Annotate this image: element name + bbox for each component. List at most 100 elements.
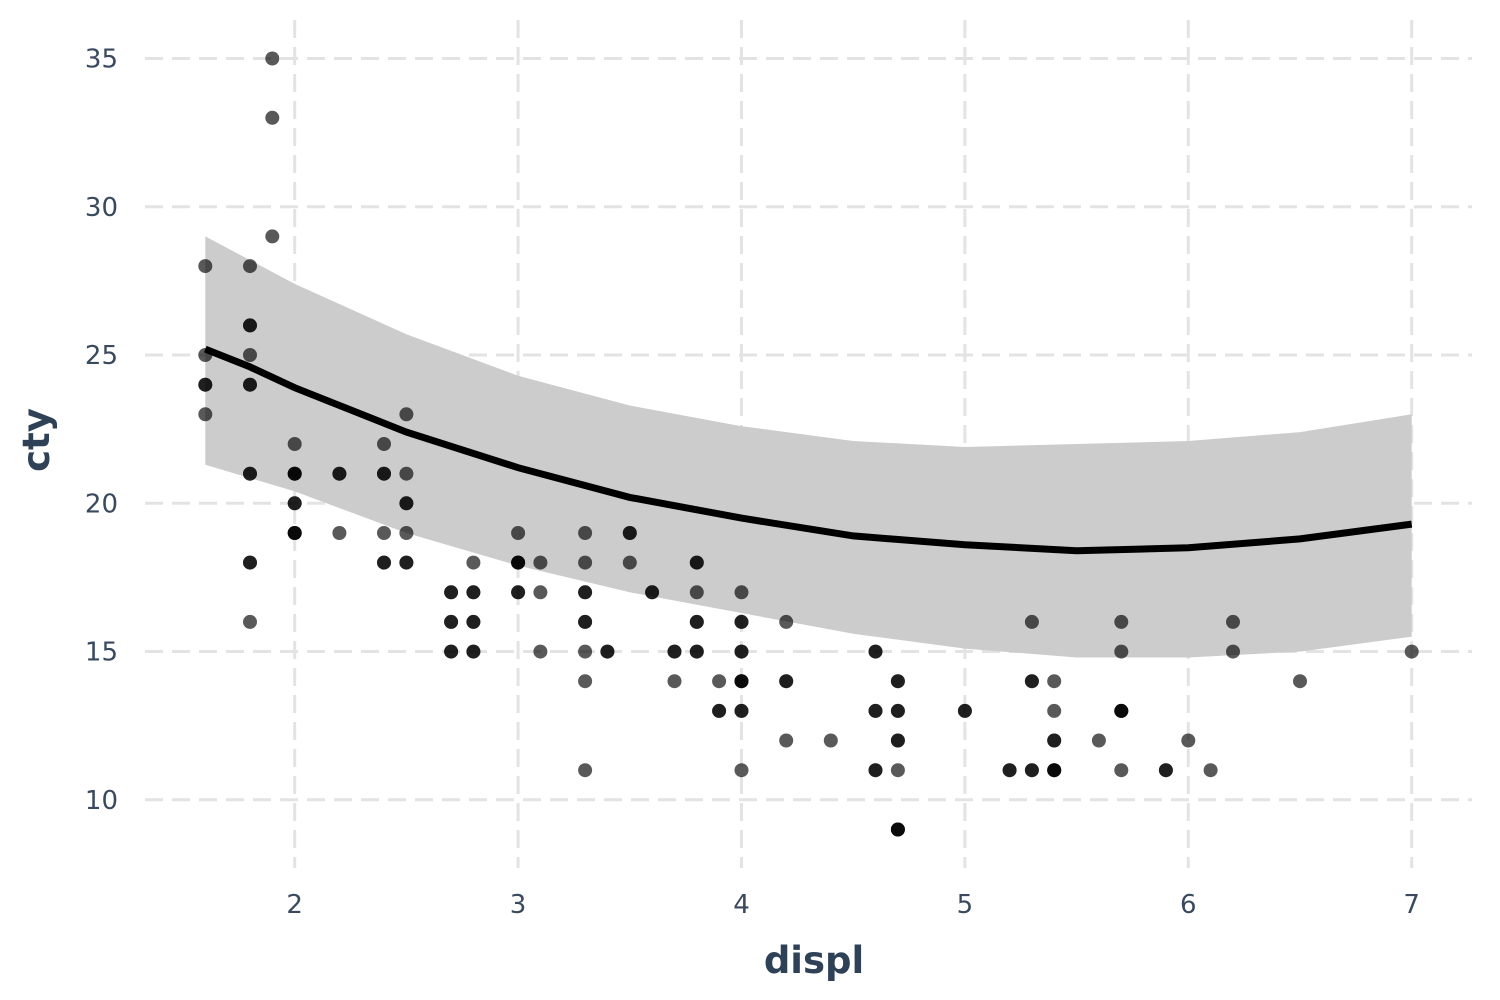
- fit-curve: [204, 345, 1413, 555]
- data-point: [689, 555, 704, 570]
- data-point: [890, 703, 905, 718]
- data-point: [868, 703, 883, 718]
- data-point: [1047, 733, 1062, 748]
- data-point: [689, 644, 704, 659]
- data-point: [533, 585, 548, 600]
- data-point: [689, 614, 704, 629]
- x-tick-label: 3: [510, 890, 527, 920]
- data-point: [734, 614, 749, 629]
- data-point: [734, 674, 749, 689]
- data-point: [578, 674, 593, 689]
- data-point: [1114, 703, 1129, 718]
- data-point: [890, 822, 905, 837]
- data-point: [287, 466, 302, 481]
- data-point: [957, 703, 972, 718]
- data-point: [533, 644, 548, 659]
- data-point: [399, 496, 414, 511]
- data-point: [734, 644, 749, 659]
- data-point: [1024, 763, 1039, 778]
- y-tick-label: 30: [85, 193, 118, 223]
- data-point: [1024, 614, 1039, 629]
- data-point: [243, 348, 257, 362]
- data-point: [890, 674, 905, 689]
- data-point: [667, 674, 682, 689]
- data-point: [868, 644, 883, 659]
- data-point: [377, 555, 391, 570]
- data-point: [1293, 674, 1307, 689]
- x-tick-label: 5: [957, 890, 974, 920]
- data-point: [198, 377, 213, 392]
- data-point: [779, 674, 794, 689]
- data-point: [243, 377, 257, 392]
- data-point: [444, 614, 459, 629]
- x-tick-label: 6: [1180, 890, 1197, 920]
- x-axis-ticks: 2 3 4 5 6 7: [286, 890, 1420, 920]
- data-point: [287, 496, 302, 511]
- y-tick-label: 10: [85, 786, 118, 816]
- data-point: [890, 763, 905, 778]
- data-point: [466, 585, 481, 600]
- data-point: [622, 555, 637, 570]
- data-point: [868, 763, 883, 778]
- data-point: [1047, 674, 1062, 689]
- y-tick-label: 20: [85, 489, 118, 519]
- data-point: [1002, 763, 1017, 778]
- data-point: [1047, 763, 1062, 778]
- data-point: [779, 614, 794, 629]
- data-point: [578, 763, 593, 778]
- data-point: [823, 733, 838, 748]
- data-point: [287, 437, 302, 451]
- data-point: [645, 585, 660, 600]
- data-point: [578, 526, 593, 540]
- data-point: [332, 526, 347, 540]
- data-point: [578, 644, 593, 659]
- data-point: [466, 644, 481, 659]
- y-axis-ticks: 10 15 20 25 30 35: [85, 45, 118, 816]
- data-point: [265, 110, 280, 125]
- data-point: [600, 644, 615, 659]
- data-point: [377, 526, 391, 540]
- data-point: [287, 526, 302, 540]
- data-point: [689, 585, 704, 600]
- data-point: [1158, 763, 1173, 778]
- data-point: [1091, 733, 1106, 748]
- data-point: [734, 585, 749, 600]
- data-point: [734, 763, 749, 778]
- data-point: [667, 644, 682, 659]
- data-point: [265, 51, 280, 66]
- data-point: [243, 466, 257, 481]
- data-point: [444, 585, 459, 600]
- data-point: [712, 674, 727, 689]
- data-point: [779, 733, 794, 748]
- x-tick-label: 4: [733, 890, 750, 920]
- data-point: [377, 466, 391, 481]
- data-point: [243, 614, 257, 629]
- x-tick-label: 7: [1403, 890, 1420, 920]
- data-point: [1024, 674, 1039, 689]
- data-point: [1203, 763, 1218, 778]
- data-point: [243, 555, 257, 570]
- y-tick-label: 15: [85, 638, 118, 668]
- x-axis-title: displ: [764, 939, 864, 982]
- data-point: [466, 614, 481, 629]
- data-point: [734, 703, 749, 718]
- x-tick-label: 2: [286, 890, 303, 920]
- y-tick-label: 35: [85, 45, 118, 75]
- data-point: [198, 348, 213, 362]
- data-points: [198, 51, 1419, 837]
- data-point: [1226, 644, 1240, 659]
- data-point: [1404, 644, 1419, 659]
- data-point: [1181, 733, 1196, 748]
- data-point: [712, 703, 727, 718]
- data-point: [890, 733, 905, 748]
- y-tick-label: 25: [85, 341, 118, 371]
- data-point: [1114, 614, 1129, 629]
- data-point: [511, 555, 526, 570]
- data-point: [578, 555, 593, 570]
- data-point: [198, 407, 213, 422]
- data-point: [578, 614, 593, 629]
- data-point: [578, 585, 593, 600]
- data-point: [511, 585, 526, 600]
- data-point: [533, 555, 548, 570]
